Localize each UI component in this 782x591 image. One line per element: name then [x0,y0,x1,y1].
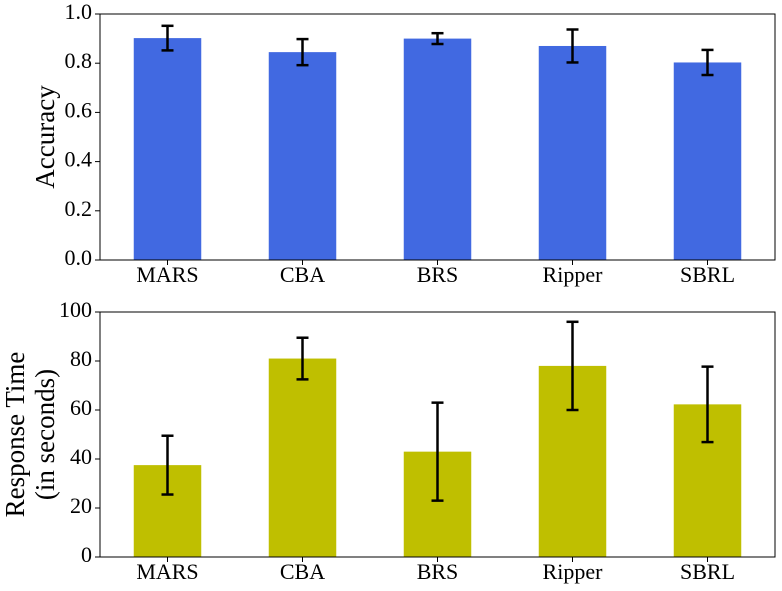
y-axis-label: Response Time [0,352,30,518]
y-tick-label: 60 [70,395,92,420]
x-tick-label: SBRL [680,262,735,287]
x-tick-label: CBA [280,262,325,287]
axes-frame [99,13,776,261]
x-tick-label: CBA [280,559,325,584]
y-tick-label: 40 [70,444,92,469]
y-tick-label: 0.6 [65,97,93,122]
y-tick-label: 80 [70,346,92,371]
x-tick-label: MARS [136,559,198,584]
bar [133,38,202,260]
x-tick-label: Ripper [543,262,604,287]
bar [538,45,607,261]
y-axis-label: (in seconds) [30,369,60,500]
x-tick-label: Ripper [543,559,604,584]
x-tick-label: SBRL [680,559,735,584]
x-tick-label: BRS [417,262,459,287]
y-tick-label: 0.2 [65,196,93,221]
y-tick-label: 100 [59,297,92,322]
y-tick-label: 0.4 [65,147,93,172]
bar [403,38,472,260]
y-axis-label: Accuracy [30,85,60,189]
y-tick-label: 20 [70,493,92,518]
bar [268,52,337,260]
bar [268,358,337,557]
x-tick-label: MARS [136,262,198,287]
axes-frame [99,311,776,558]
bar [673,62,742,260]
y-tick-label: 1.0 [65,0,93,24]
y-tick-label: 0.8 [65,48,93,73]
x-tick-label: BRS [417,559,459,584]
y-tick-label: 0 [81,542,92,567]
y-tick-label: 0.0 [65,245,93,270]
